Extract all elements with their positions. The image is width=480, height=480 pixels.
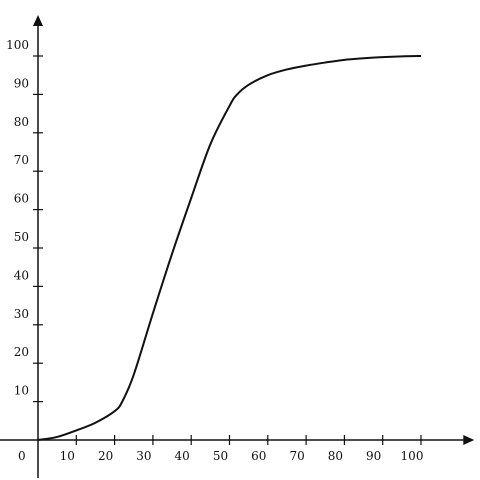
y-tick-label: 90 — [14, 76, 29, 90]
series-layer — [37, 55, 422, 441]
x-tick-label: 70 — [289, 449, 304, 463]
y-tick-label: 80 — [14, 115, 29, 129]
series-line-1 — [37, 55, 422, 441]
x-tick-label: 50 — [213, 449, 228, 463]
x-ticks: 10 20 30 40 50 60 70 80 90 100 — [60, 435, 424, 463]
x-axis-arrow — [463, 435, 475, 445]
x-tick-label: 60 — [251, 449, 266, 463]
x-tick-label: 100 — [401, 449, 424, 463]
y-ticks: 10 20 30 40 50 60 70 80 90 100 — [6, 38, 43, 403]
origin-label: 0 — [18, 449, 26, 463]
y-axis-arrow — [33, 15, 43, 26]
y-tick-label: 50 — [14, 230, 29, 244]
y-tick-label: 30 — [14, 307, 29, 321]
y-tick-label: 60 — [14, 192, 29, 206]
x-tick-label: 20 — [98, 449, 113, 463]
x-tick-label: 90 — [366, 449, 381, 463]
x-tick-label: 30 — [136, 449, 151, 463]
axes — [0, 15, 475, 478]
x-tick-label: 10 — [60, 449, 75, 463]
y-tick-label: 10 — [14, 384, 29, 398]
y-tick-label: 100 — [6, 38, 29, 52]
x-tick-label: 80 — [328, 449, 343, 463]
x-tick-label: 40 — [175, 449, 190, 463]
y-tick-label: 20 — [14, 345, 29, 359]
y-tick-label: 70 — [14, 153, 29, 167]
y-tick-label: 40 — [14, 268, 29, 282]
